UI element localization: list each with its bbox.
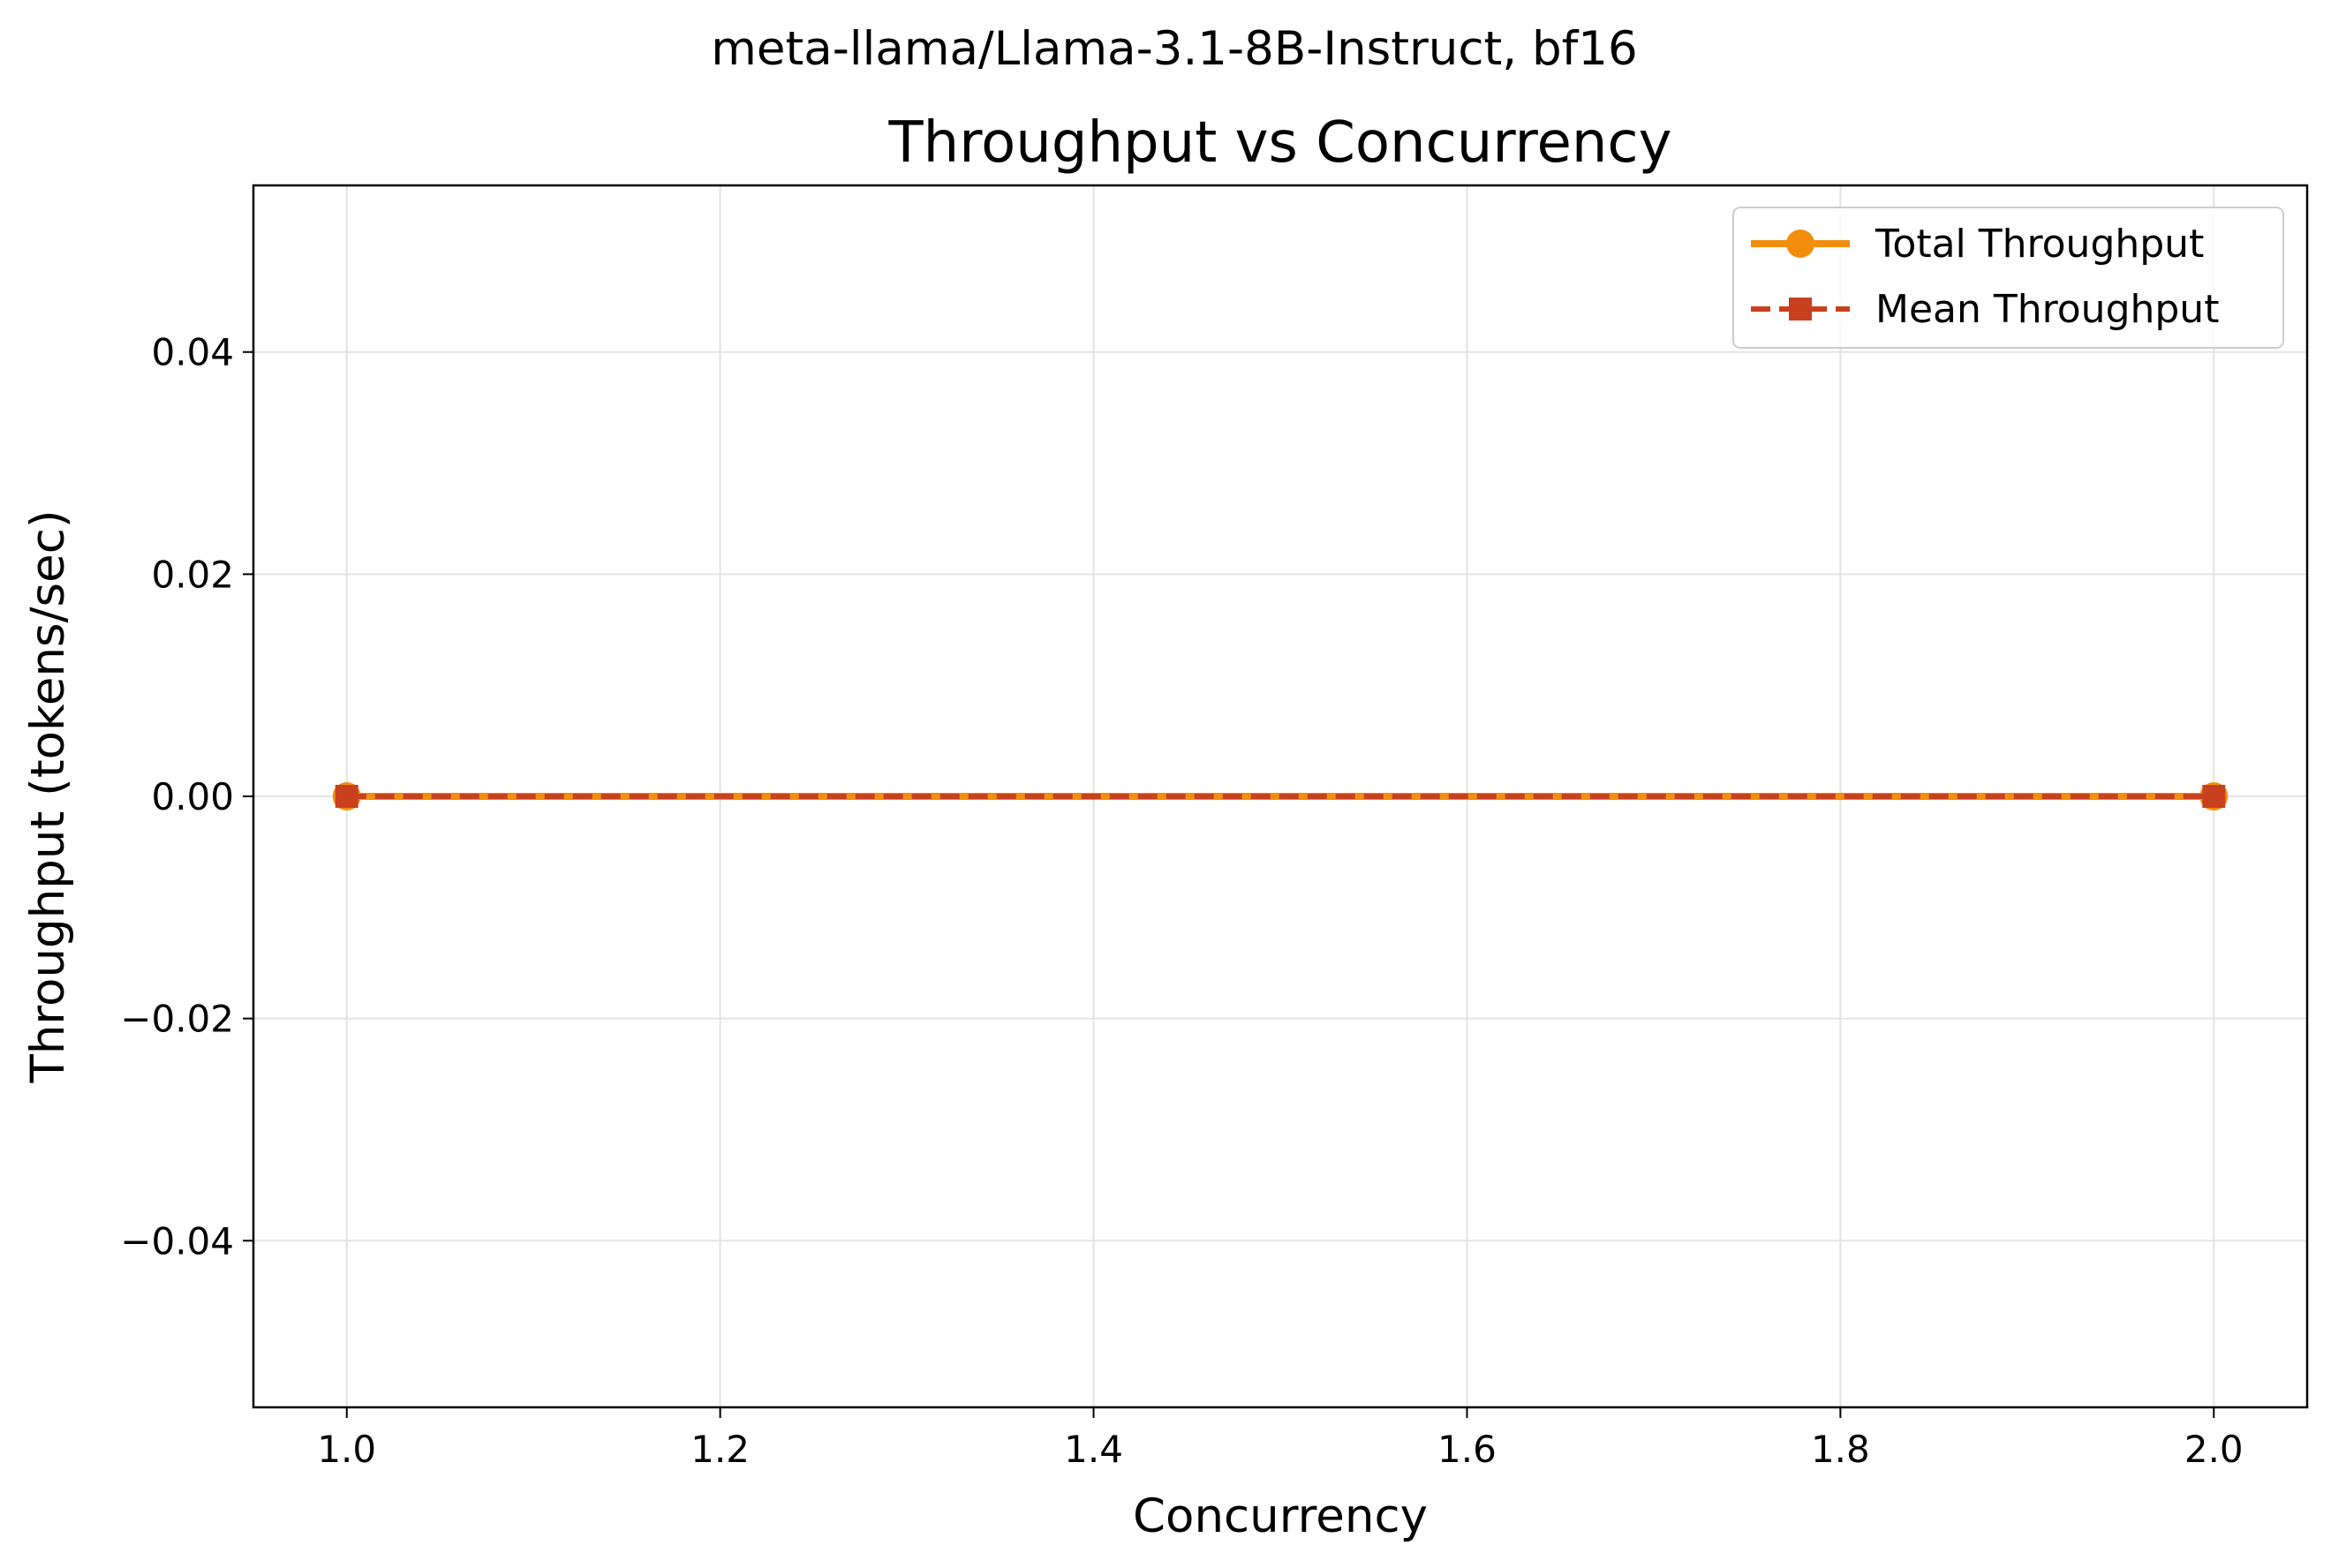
- chart-suptitle: meta-llama/Llama-3.1-8B-Instruct, bf16: [711, 22, 1637, 76]
- legend: Total Throughput Mean Throughput: [1732, 207, 2284, 349]
- x-tick-label: 1.2: [690, 1428, 750, 1471]
- x-axis-ticks: 1.0 1.2 1.4 1.6 1.8 2.0: [317, 1407, 2244, 1471]
- y-tick-label: −0.04: [120, 1219, 234, 1263]
- y-axis-ticks: 0.04 0.02 0.00 −0.02 −0.04: [120, 331, 253, 1263]
- series-layer: [332, 782, 2229, 810]
- data-point-mean-throughput: [335, 785, 358, 808]
- legend-marker-mean-throughput: [1789, 298, 1812, 320]
- y-tick-label: 0.00: [151, 775, 234, 818]
- x-tick-label: 1.4: [1064, 1428, 1123, 1471]
- x-axis-label: Concurrency: [1133, 1489, 1428, 1543]
- y-tick-label: −0.02: [120, 998, 234, 1041]
- data-point-mean-throughput: [2202, 785, 2226, 808]
- x-tick-label: 2.0: [2184, 1428, 2244, 1471]
- y-tick-label: 0.04: [151, 331, 234, 374]
- y-tick-label: 0.02: [151, 553, 234, 596]
- legend-label-mean-throughput: Mean Throughput: [1875, 287, 2219, 332]
- x-tick-label: 1.8: [1811, 1428, 1870, 1471]
- x-tick-label: 1.0: [317, 1428, 376, 1471]
- y-axis-label: Throughput (tokens/sec): [21, 509, 75, 1083]
- legend-marker-total-throughput: [1786, 230, 1814, 258]
- legend-label-total-throughput: Total Throughput: [1875, 222, 2204, 267]
- legend-box: [1732, 207, 2284, 349]
- chart-title: Throughput vs Concurrency: [888, 110, 1672, 176]
- x-tick-label: 1.6: [1437, 1428, 1497, 1471]
